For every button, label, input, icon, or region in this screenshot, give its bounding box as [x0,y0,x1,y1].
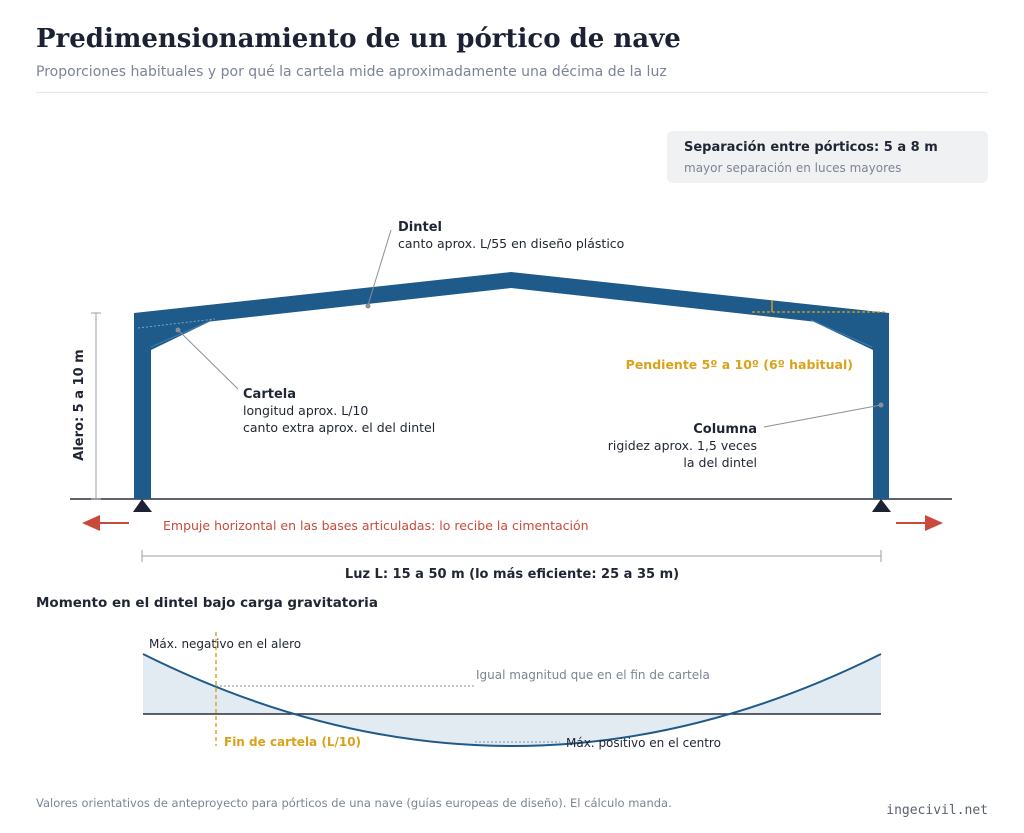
cartela-leader [177,329,239,390]
cartela-line-1: longitud aprox. L/10 [243,403,368,418]
left-haunch-dash [137,318,216,329]
haunch-end-label: Fin de cartela (L/10) [224,735,361,749]
page-subtitle: Proporciones habituales y por qué la car… [36,64,667,80]
left-column [134,313,151,499]
slope-label: Pendiente 5º a 10º (6º habitual) [626,357,853,372]
alero-label: Alero: 5 a 10 m [72,349,87,460]
dintel-leader [367,229,392,306]
separation-subtitle: mayor separación en luces mayores [684,161,902,175]
brand-link[interactable]: ingecivil.net [886,803,988,818]
columna-line-1: rigidez aprox. 1,5 veces [608,438,757,453]
cartela-title: Cartela [243,387,296,402]
cartela-leader-dot [175,327,181,333]
separation-callout: Separación entre pórticos: 5 a 8 m mayor… [667,131,988,183]
equal-magnitude-label: Igual magnitud que en el fin de cartela [476,668,710,682]
footer-note: Valores orientativos de anteproyecto par… [36,796,672,810]
span-label: Luz L: 15 a 50 m (lo más eficiente: 25 a… [345,567,679,582]
max-negative-label: Máx. negativo en el alero [149,637,301,651]
left-pin-support [133,499,152,512]
header-divider [36,92,988,93]
right-haunch-edge [810,319,873,348]
right-pin-support [872,499,891,512]
cartela-line-2: canto extra aprox. el del dintel [243,420,435,435]
thrust-label: Empuje horizontal en las bases articulad… [163,518,589,533]
left-haunch [134,319,215,350]
columna-title: Columna [693,422,757,437]
rafter [134,272,889,330]
separation-title: Separación entre pórticos: 5 a 8 m [684,140,938,155]
dintel-description: canto aprox. L/55 en diseño plástico [398,236,624,251]
right-haunch [808,319,889,350]
moment-section-title: Momento en el dintel bajo carga gravitat… [36,595,378,611]
max-positive-label: Máx. positivo en el centro [566,736,721,750]
page-title: Predimensionamiento de un pórtico de nav… [36,24,681,54]
columna-leader-dot [878,402,884,408]
moment-curve [142,653,882,747]
columna-line-2: la del dintel [683,455,757,470]
columna-leader [763,404,882,428]
dintel-title: Dintel [398,220,442,235]
dintel-leader-dot [365,303,371,309]
